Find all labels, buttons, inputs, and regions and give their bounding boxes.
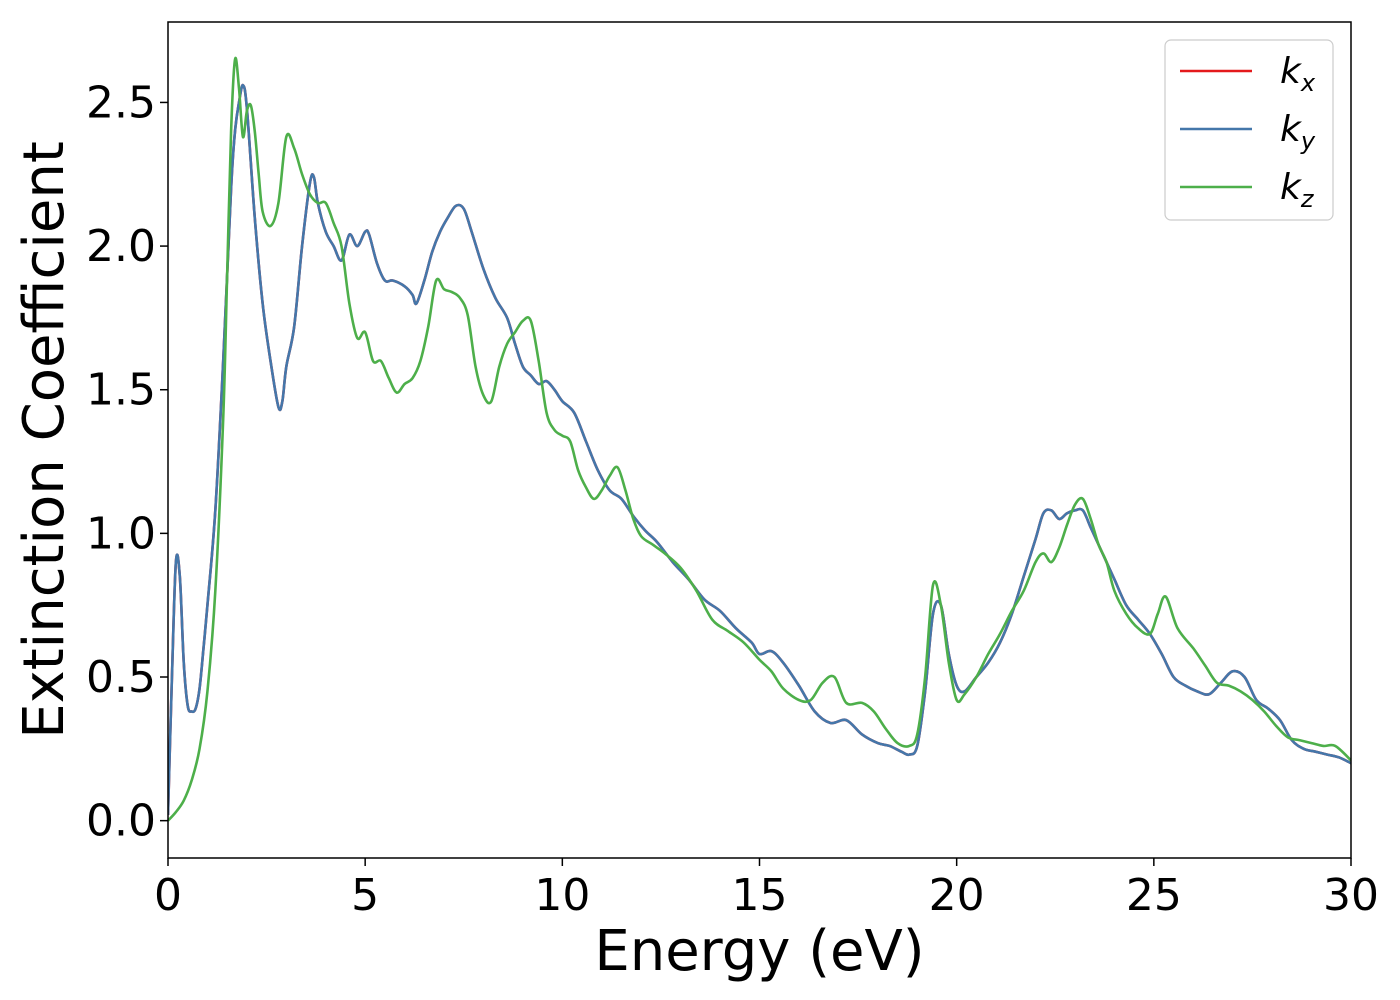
- y-tick-label: 0.5: [86, 652, 156, 703]
- legend-label-ky: ky: [1280, 109, 1316, 155]
- y-tick-label: 2.0: [86, 221, 156, 272]
- legend-label-kz: kz: [1280, 167, 1315, 213]
- y-tick-label: 1.0: [86, 508, 156, 559]
- x-axis-ticks: 0 5 10 15 20 25 30: [154, 858, 1379, 921]
- y-axis-label: Extinction Coefficient: [12, 141, 77, 739]
- x-tick-label: 5: [351, 870, 379, 921]
- x-tick-label: 15: [732, 870, 788, 921]
- x-axis-label: Energy (eV): [594, 919, 924, 984]
- legend-entries: kx ky kz: [1180, 51, 1316, 213]
- x-tick-label: 25: [1126, 870, 1182, 921]
- y-tick-label: 2.5: [86, 77, 156, 128]
- y-tick-label: 1.5: [86, 365, 156, 416]
- x-tick-label: 0: [154, 870, 182, 921]
- x-tick-label: 20: [929, 870, 985, 921]
- y-tick-label: 0.0: [86, 796, 156, 847]
- x-tick-label: 10: [534, 870, 590, 921]
- y-axis-ticks: 0.0 0.5 1.0 1.5 2.0 2.5: [86, 77, 168, 847]
- legend: kx ky kz: [1164, 39, 1334, 221]
- x-tick-label: 30: [1323, 870, 1379, 921]
- legend-label-kx: kx: [1280, 51, 1316, 97]
- series-layer: [168, 56, 1351, 822]
- series-line-kz: [168, 56, 1351, 822]
